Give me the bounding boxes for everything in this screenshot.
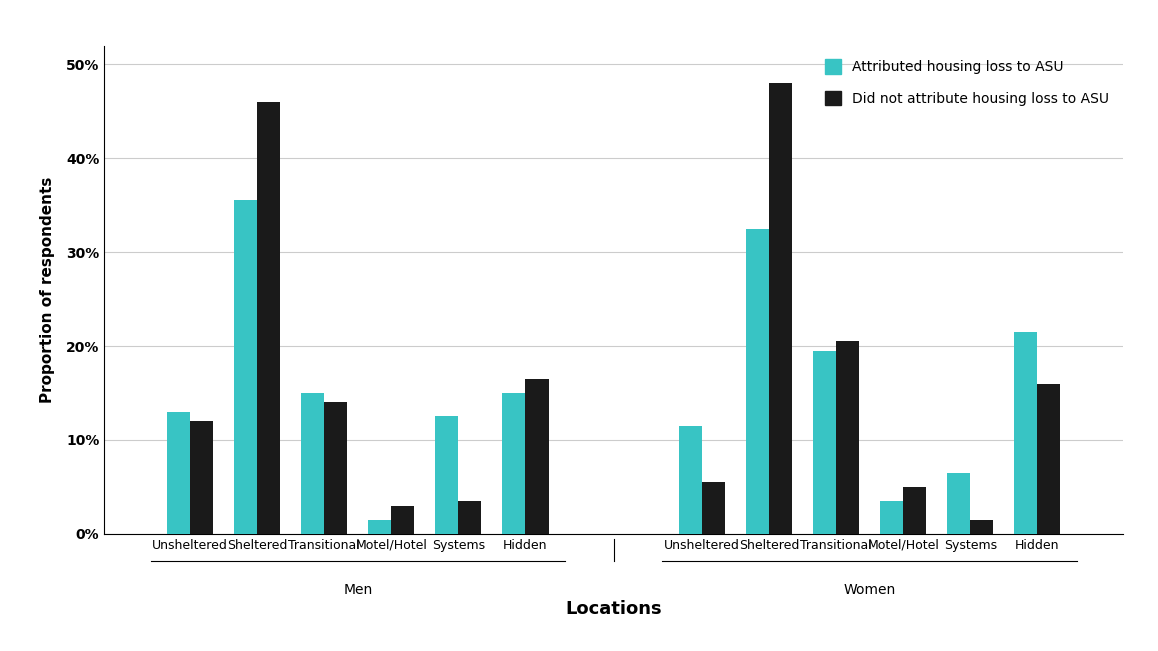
Bar [391, 506, 415, 534]
Bar [947, 473, 970, 534]
Bar [368, 519, 391, 534]
Bar [301, 393, 324, 534]
Bar [970, 519, 994, 534]
Text: Men: Men [343, 583, 373, 597]
Bar [167, 411, 190, 534]
Bar [503, 393, 526, 534]
Text: Women: Women [843, 583, 896, 597]
Bar [234, 201, 257, 534]
Bar [1014, 332, 1038, 534]
Bar [435, 417, 459, 534]
Bar [257, 102, 280, 534]
Legend: Attributed housing loss to ASU, Did not attribute housing loss to ASU: Attributed housing loss to ASU, Did not … [818, 53, 1116, 113]
Bar [1038, 383, 1061, 534]
Y-axis label: Proportion of respondents: Proportion of respondents [39, 176, 54, 403]
Bar [459, 501, 482, 534]
Bar [836, 341, 859, 534]
X-axis label: Locations: Locations [565, 600, 662, 618]
Bar [324, 402, 347, 534]
Bar [903, 487, 926, 534]
Bar [526, 379, 549, 534]
Bar [880, 501, 903, 534]
Bar [679, 426, 702, 534]
Bar [702, 482, 725, 534]
Bar [190, 421, 213, 534]
Bar [813, 351, 836, 534]
Bar [746, 229, 769, 534]
Bar [769, 83, 792, 534]
